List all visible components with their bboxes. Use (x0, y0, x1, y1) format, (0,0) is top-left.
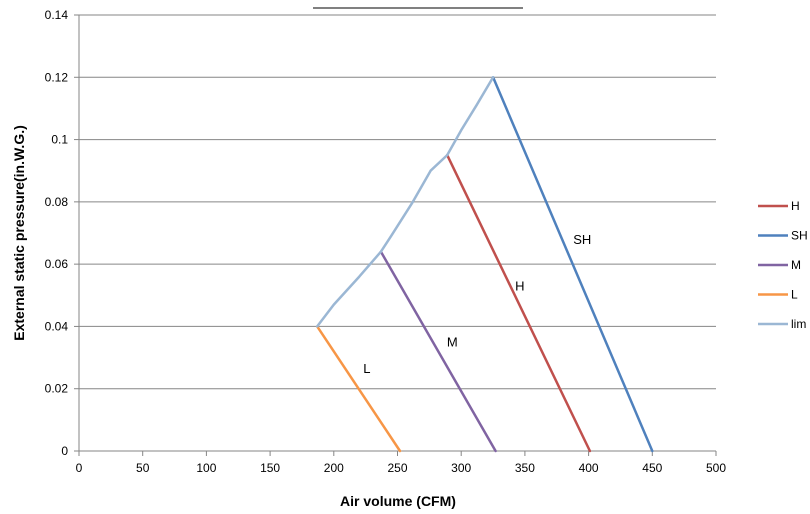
series-line-lim (315, 76, 495, 328)
annotation-label: SH (573, 232, 591, 247)
y-tick-label: 0.02 (45, 382, 69, 396)
y-axis-title: External static pressure(in.W.G.) (11, 125, 27, 341)
legend-label-l: L (791, 288, 798, 302)
x-tick-label: 50 (136, 461, 150, 475)
x-tick-label: 500 (706, 461, 726, 475)
series-line-m (379, 250, 497, 453)
legend-label-lim: lim (791, 317, 806, 331)
x-axis-title: Air volume (CFM) (340, 493, 456, 509)
annotations: SH H M L (363, 232, 591, 376)
y-axis-ticks: 0 0.02 0.04 0.06 0.08 0.1 0.12 0.14 (45, 8, 79, 458)
y-tick-label: 0.12 (45, 70, 69, 84)
y-tick-label: 0.1 (51, 133, 68, 147)
x-tick-label: 300 (451, 461, 471, 475)
y-tick-label: 0 (61, 444, 68, 458)
y-tick-label: 0.06 (45, 257, 69, 271)
legend-label-m: M (791, 258, 801, 272)
x-axis-ticks: 0 50 100 150 200 250 300 350 400 450 500 (76, 451, 726, 475)
series-lines (315, 76, 654, 453)
annotation-label: H (515, 279, 524, 294)
axes (78, 15, 716, 452)
x-tick-label: 250 (387, 461, 407, 475)
grid (79, 14, 716, 390)
annotation-label: M (447, 335, 458, 350)
x-tick-label: 200 (324, 461, 344, 475)
y-tick-label: 0.08 (45, 195, 69, 209)
x-tick-label: 150 (260, 461, 280, 475)
x-tick-label: 400 (579, 461, 599, 475)
series-line-h (445, 153, 592, 453)
x-tick-label: 350 (515, 461, 535, 475)
legend-label-sh: SH (791, 229, 808, 243)
x-tick-label: 100 (196, 461, 216, 475)
x-tick-label: 450 (642, 461, 662, 475)
y-tick-label: 0.14 (45, 8, 69, 22)
x-tick-label: 0 (76, 461, 83, 475)
series-line-l (315, 325, 402, 453)
annotation-label: L (363, 361, 370, 376)
legend-label-h: H (791, 199, 800, 213)
y-tick-label: 0.04 (45, 319, 69, 333)
series-line-sh (491, 76, 654, 453)
